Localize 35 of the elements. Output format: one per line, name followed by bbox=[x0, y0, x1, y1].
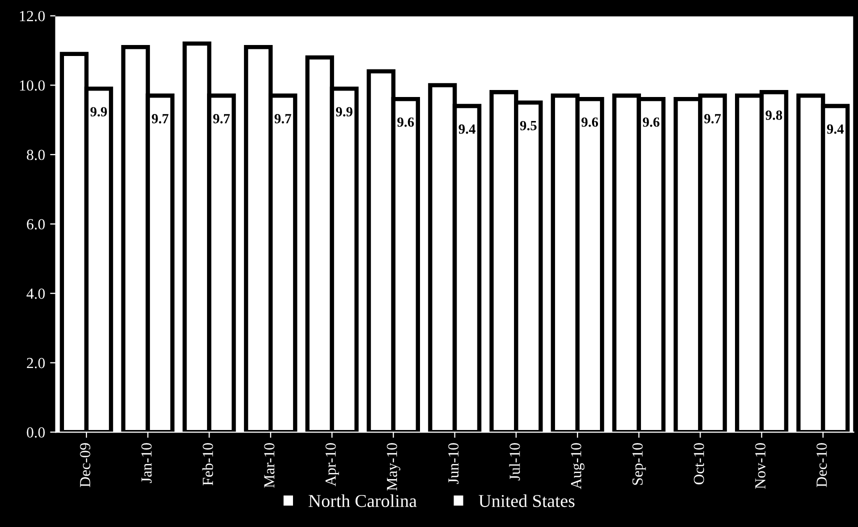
x-tick-label: Nov-10 bbox=[755, 443, 766, 489]
x-tick-label: Aug-10 bbox=[570, 443, 584, 490]
data-label: 9.7 bbox=[152, 114, 168, 124]
data-label: 9.9 bbox=[90, 107, 107, 116]
x-tick-label: Sep-10 bbox=[632, 443, 646, 485]
legend-label: United States bbox=[478, 494, 574, 508]
y-tick-label: 0.0 bbox=[26, 427, 45, 438]
y-tick-label: 6.0 bbox=[26, 219, 45, 230]
data-label: 9.7 bbox=[704, 114, 721, 124]
data-label: 9.9 bbox=[336, 107, 352, 116]
x-tick-label: Oct-10 bbox=[694, 443, 704, 484]
x-tick-label: Apr-10 bbox=[325, 443, 339, 486]
data-label: 9.6 bbox=[397, 117, 414, 127]
y-tick-label: 2.0 bbox=[26, 358, 45, 368]
x-tick-label: Jun-10 bbox=[448, 443, 459, 484]
x-tick-label: Feb-10 bbox=[202, 443, 214, 486]
x-tick-label: Dec-09 bbox=[80, 443, 90, 488]
x-tick-label: Dec-10 bbox=[816, 443, 827, 488]
data-label: 9.6 bbox=[581, 117, 598, 127]
x-tick-label: Jul-10 bbox=[509, 443, 520, 480]
data-label: 9.7 bbox=[274, 114, 292, 124]
y-tick-label: 8.0 bbox=[26, 150, 45, 160]
y-tick-label: 10.0 bbox=[20, 80, 45, 91]
y-tick-label: 4.0 bbox=[26, 288, 45, 299]
x-tick-label: Jan-10 bbox=[141, 443, 152, 483]
data-label: 9.4 bbox=[826, 124, 844, 134]
data-label: 9.7 bbox=[213, 114, 230, 124]
x-tick-label: May-10 bbox=[386, 443, 400, 490]
data-label: 9.5 bbox=[520, 120, 537, 130]
legend-label: North Carolina bbox=[308, 494, 417, 508]
data-label: 9.8 bbox=[766, 110, 782, 120]
x-tick-label: Mar-10 bbox=[264, 443, 274, 488]
data-label: 9.6 bbox=[642, 117, 660, 127]
y-tick-label: 12.0 bbox=[20, 10, 45, 22]
data-label: 9.4 bbox=[458, 124, 476, 134]
